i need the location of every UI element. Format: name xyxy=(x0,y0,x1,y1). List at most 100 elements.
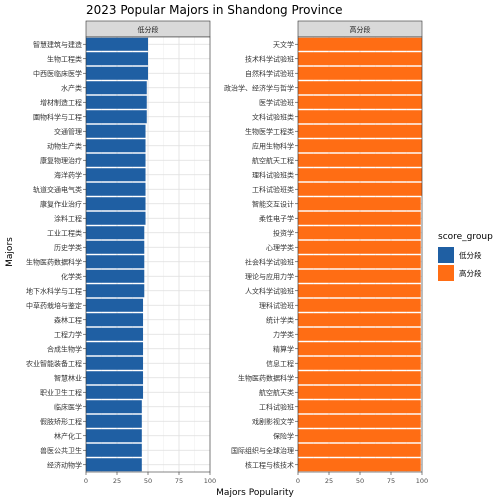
bar xyxy=(86,240,145,254)
y-tick-label: 技术科学试验班 xyxy=(245,54,294,63)
bar xyxy=(86,139,146,153)
y-tick-label: 医学试验班 xyxy=(259,98,294,107)
legend-swatch xyxy=(438,265,454,281)
y-tick-label: 国际组织与全球治理 xyxy=(231,446,294,455)
bar xyxy=(86,327,144,341)
y-tick-label: 职业卫生工程 xyxy=(40,388,82,397)
y-tick-label: 力学类 xyxy=(273,330,294,339)
y-tick-label: 政治学、经济学与哲学 xyxy=(224,83,294,92)
bar xyxy=(298,37,422,51)
bar xyxy=(298,458,421,472)
y-tick-label: 天文学 xyxy=(273,40,294,49)
bar xyxy=(86,443,142,457)
y-tick-label: 戏剧影视文学 xyxy=(252,417,294,426)
bar xyxy=(298,269,421,283)
y-tick-label: 精算学 xyxy=(273,344,294,353)
bar xyxy=(298,226,421,240)
y-tick-label: 航空航天类 xyxy=(259,388,294,397)
x-axis-title: Majors Popularity xyxy=(216,488,294,498)
bar xyxy=(86,269,145,283)
x-tick-label: 0 xyxy=(296,477,300,485)
legend-title: score_group xyxy=(438,232,493,242)
bar xyxy=(86,110,147,124)
bar xyxy=(298,414,421,428)
y-tick-label: 核工程与核技术 xyxy=(245,460,294,469)
y-tick-label: 心理学类 xyxy=(266,243,294,252)
bar xyxy=(86,284,145,298)
y-tick-label: 工程力学 xyxy=(54,330,82,339)
bar xyxy=(86,153,146,167)
y-tick-label: 航空航天工程 xyxy=(252,156,294,165)
bar xyxy=(298,356,421,370)
y-tick-label: 水产类 xyxy=(61,83,82,92)
y-tick-label: 地下水科学与工程 xyxy=(26,286,82,295)
x-tick-label: 50 xyxy=(144,477,152,485)
y-tick-label: 统计学类 xyxy=(266,315,294,324)
y-tick-label: 轨道交通电气类 xyxy=(33,185,82,194)
bar xyxy=(86,211,146,225)
bar xyxy=(298,327,421,341)
bar xyxy=(86,255,145,269)
bar xyxy=(298,298,421,312)
y-tick-label: 保险学 xyxy=(273,431,294,440)
y-tick-label: 智慧林业 xyxy=(54,373,82,382)
y-tick-label: 自然科学试验班 xyxy=(245,69,294,78)
x-tick-label: 25 xyxy=(113,477,121,485)
panel-0: 低分段智慧建筑与建造生物工程类中西医临床医学水产类增材制造工程園物科学与工程交通… xyxy=(26,20,216,485)
legend-swatch xyxy=(438,247,454,263)
y-tick-label: 工业工程类 xyxy=(47,228,82,237)
bar xyxy=(298,371,421,385)
bar xyxy=(86,342,144,356)
x-tick-label: 100 xyxy=(204,477,216,485)
y-tick-label: 智能交互设计 xyxy=(252,199,294,208)
y-tick-label: 智慧建筑与建造 xyxy=(33,40,82,49)
chart-title: 2023 Popular Majors in Shandong Province xyxy=(86,3,343,17)
y-tick-label: 信息工程 xyxy=(266,359,294,368)
bar xyxy=(298,168,422,182)
y-tick-label: 康复作业治疗 xyxy=(40,199,82,208)
bar xyxy=(298,342,421,356)
y-tick-label: 工科试验班 xyxy=(259,402,294,411)
x-tick-label: 50 xyxy=(356,477,364,485)
x-tick-label: 0 xyxy=(84,477,88,485)
bar xyxy=(86,124,146,138)
facet-strip-label: 低分段 xyxy=(138,25,159,34)
y-tick-label: 增材制造工程 xyxy=(40,98,82,107)
panel-1: 高分段天文学技术科学试验班自然科学试验班政治学、经济学与哲学医学试验班文科试验班… xyxy=(224,20,428,485)
bar xyxy=(86,226,145,240)
y-tick-label: 森林工程 xyxy=(54,315,82,324)
x-tick-label: 75 xyxy=(387,477,395,485)
bar xyxy=(86,66,148,80)
y-tick-label: 应用生物科学 xyxy=(252,141,294,150)
bar xyxy=(298,284,421,298)
bar xyxy=(86,356,144,370)
y-tick-label: 社会科学试验班 xyxy=(245,257,294,266)
bar xyxy=(298,153,422,167)
y-tick-label: 理论与应用力学 xyxy=(245,272,294,281)
bar xyxy=(298,197,421,211)
legend-label: 低分段 xyxy=(459,250,482,260)
y-tick-label: 中草药栽培与鉴定 xyxy=(26,301,82,310)
bar xyxy=(86,400,142,414)
bar xyxy=(298,211,421,225)
bar xyxy=(298,81,422,95)
y-tick-label: 生物医学工程类 xyxy=(245,127,294,136)
y-tick-label: 动物生产类 xyxy=(47,141,82,150)
bar xyxy=(86,313,144,327)
bar xyxy=(298,182,422,196)
y-tick-label: 柔性电子学 xyxy=(259,214,294,223)
bar xyxy=(298,429,421,443)
y-tick-label: 农业智能装备工程 xyxy=(26,359,82,368)
bar xyxy=(86,52,148,66)
x-tick-label: 75 xyxy=(175,477,183,485)
y-tick-label: 交通管理 xyxy=(54,127,82,136)
y-tick-label: 兽医公共卫生 xyxy=(40,446,82,455)
y-tick-label: 生物医药数据科学 xyxy=(238,373,294,382)
bar xyxy=(86,168,146,182)
y-tick-label: 假肢矫形工程 xyxy=(40,417,82,426)
y-tick-label: 園物科学与工程 xyxy=(33,112,82,121)
y-tick-label: 理科试验班类 xyxy=(252,170,294,179)
bar xyxy=(298,255,421,269)
bar xyxy=(298,139,422,153)
bar xyxy=(86,371,144,385)
